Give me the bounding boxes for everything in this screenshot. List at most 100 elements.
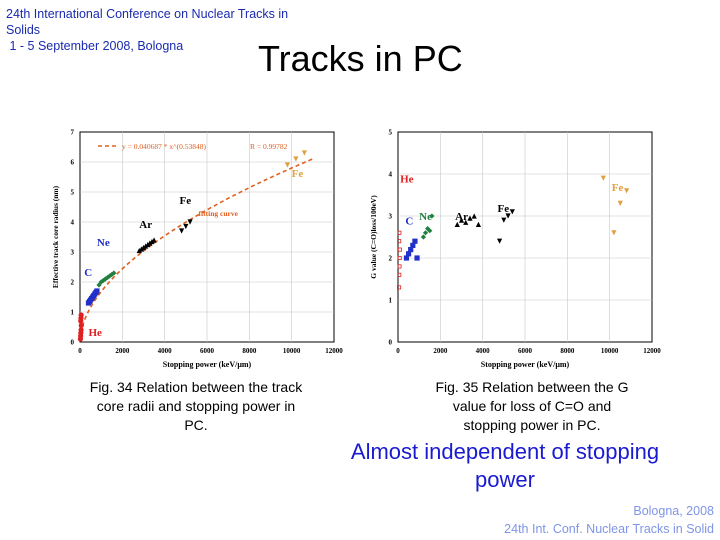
y-tick-label: 5 — [71, 189, 75, 197]
conclusion-line: power — [475, 467, 535, 492]
conclusion-text: Almost independent of stopping power — [330, 438, 680, 494]
x-tick-label: 4000 — [158, 347, 173, 355]
ion-label-he: He — [88, 327, 102, 339]
y-tick-label: 5 — [389, 129, 393, 137]
fit-equation: y = 0.040687 * x^(0.53848) — [122, 142, 206, 151]
data-point-he — [397, 255, 402, 260]
data-point-ar — [463, 219, 469, 225]
data-point-fe — [183, 223, 189, 230]
y-tick-label: 3 — [389, 213, 393, 221]
y-tick-label: 2 — [71, 279, 75, 287]
x-tick-label: 10000 — [283, 347, 301, 355]
data-point-ar — [475, 221, 482, 227]
data-point-he — [397, 230, 402, 235]
fit-curve-label: fitting curve — [199, 209, 239, 218]
data-point-fe — [301, 150, 307, 156]
caption-line: value for loss of C=O and — [452, 398, 612, 414]
data-point-fe — [497, 238, 503, 244]
conference-line: 24th International Conference on Nuclear… — [6, 7, 289, 21]
data-point-ar — [454, 221, 460, 227]
ion-label-fe: Fe — [292, 168, 304, 180]
data-point-ar — [151, 237, 157, 243]
data-point-ne — [104, 274, 111, 281]
y-tick-label: 1 — [389, 297, 393, 305]
data-point-ar — [147, 240, 153, 246]
conference-line: 1 - 5 September 2008, Bologna — [6, 39, 184, 53]
x-tick-label: 12000 — [643, 347, 661, 355]
data-point-ne — [422, 230, 429, 236]
data-point-ne — [109, 271, 115, 278]
figure-35-chart: 0 2000 4000 6000 8000 10000 12000 0 1 2 3 4 5 Stoppin… — [369, 129, 661, 370]
conference-line: Solids — [6, 23, 41, 37]
x-tick-label: 12000 — [325, 347, 343, 355]
y-tick-label: 0 — [389, 339, 393, 347]
data-point-fe — [624, 188, 630, 194]
data-point-ne — [429, 213, 435, 219]
x-tick-label: 2000 — [115, 347, 130, 355]
x-tick-label: 6000 — [200, 347, 215, 355]
figure-35-caption: Fig. 35 Relation between the G value for… — [392, 378, 672, 435]
y-tick-label: 1 — [71, 309, 75, 317]
ion-label-ar: Ar — [455, 211, 468, 223]
x-tick-label: 8000 — [560, 347, 575, 355]
data-point-ar — [143, 243, 149, 249]
caption-line: stopping power in PC. — [463, 417, 601, 433]
data-point-he — [78, 327, 84, 333]
x-tick-label: 0 — [78, 347, 82, 355]
data-point-ne — [427, 228, 433, 234]
ion-label-fe: Fe — [179, 195, 191, 207]
data-point-ne — [111, 270, 117, 276]
data-point-fe — [179, 228, 185, 234]
data-point-ar — [145, 241, 151, 248]
x-tick-label: 6000 — [518, 347, 533, 355]
ion-label-ne: Ne — [419, 211, 432, 223]
data-point-fe — [284, 162, 291, 168]
data-point-c — [412, 238, 418, 244]
x-tick-label: 2000 — [433, 347, 448, 355]
fit-r-value: R = 0.99782 — [250, 142, 288, 151]
conclusion-line: Almost independent of stopping — [350, 439, 660, 464]
data-point-c — [94, 288, 100, 294]
y-tick-label: 6 — [71, 159, 75, 167]
data-point-fe — [501, 217, 507, 223]
caption-line: Fig. 34 Relation between the track — [89, 379, 303, 395]
x-tick-label: 8000 — [242, 347, 256, 355]
ion-label-fe: Fe — [612, 182, 624, 194]
x-tick-label: 10000 — [601, 347, 619, 355]
y-tick-label: 0 — [71, 339, 75, 347]
y-tick-label: 4 — [71, 219, 75, 227]
data-point-he — [397, 247, 402, 252]
figure-34-caption: Fig. 34 Relation between the track core … — [56, 378, 336, 435]
fitting-curve — [80, 158, 314, 334]
data-point-ar — [149, 238, 155, 245]
y-tick-label: 7 — [71, 129, 75, 137]
slide-title: Tracks in PC — [258, 38, 463, 79]
x-tick-label: 0 — [396, 347, 400, 355]
data-point-c — [403, 255, 410, 261]
caption-line: Fig. 35 Relation between the G — [435, 379, 629, 395]
data-point-c — [405, 251, 412, 257]
footer: Bologna, 2008 24th Int. Conf. Nuclear Tr… — [504, 502, 714, 538]
data-point-he — [397, 285, 402, 290]
figure-34-chart: 0 2000 4000 6000 8000 10000 12000 0 1 2 3 4 5 6 7 Stopp… — [51, 129, 343, 370]
data-point-c — [408, 247, 414, 253]
data-point-fe — [600, 175, 606, 181]
y-axis-label: Effective track core radius (nm) — [51, 185, 60, 288]
y-tick-label: 3 — [71, 249, 75, 257]
x-tick-label: 4000 — [476, 347, 491, 355]
footer-line: Bologna, 2008 — [633, 504, 714, 518]
ion-label-c: C — [84, 267, 92, 279]
data-point-ar — [136, 247, 142, 254]
ion-label-ne: Ne — [97, 237, 110, 249]
data-point-fe — [617, 200, 623, 206]
y-tick-label: 2 — [389, 255, 393, 263]
data-point-ar — [458, 217, 465, 223]
y-tick-label: 4 — [389, 171, 393, 179]
x-axis-label: Stopping power (keV/μm) — [481, 360, 570, 369]
data-point-c — [414, 255, 420, 261]
data-point-fe — [509, 209, 515, 215]
data-point-c — [410, 242, 416, 248]
data-point-ne — [420, 234, 426, 240]
data-point-he — [78, 322, 84, 329]
data-point-fe — [187, 219, 193, 225]
